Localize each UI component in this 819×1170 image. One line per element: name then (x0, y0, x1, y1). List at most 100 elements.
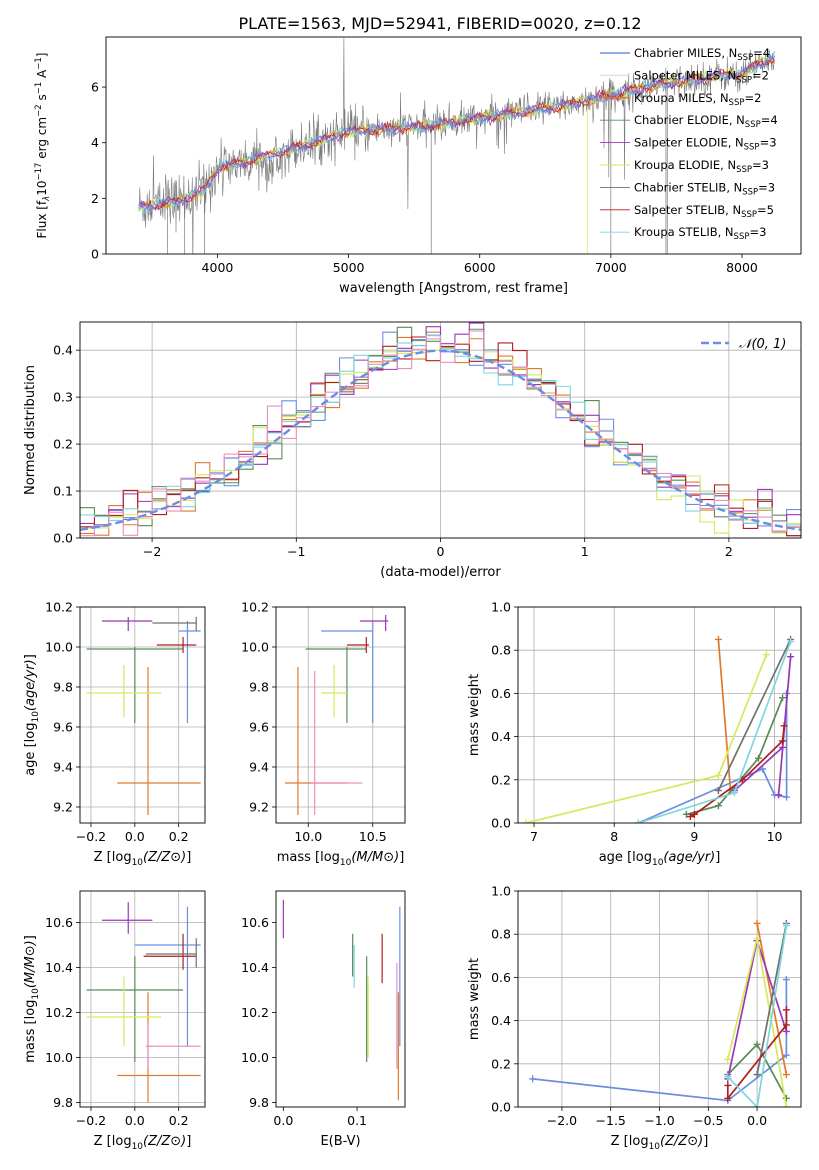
y-tick-label: 0.4 (491, 1013, 511, 1028)
y-axis-label: Flux [fλ10−17 erg cm−2 s−1 A−1] (34, 53, 52, 239)
weight-vs-metallicity-panel: −2.0 −1.5 −1.0 −0.5 0.0 0.0 0.2 0.4 0.6 0.8 1.0 Z [… (467, 884, 802, 1152)
weight-marker (686, 813, 694, 821)
weight-marker (775, 791, 783, 799)
axes-frame (517, 606, 802, 824)
x-tick-label: 0.0 (747, 1113, 767, 1128)
weight-line (525, 654, 768, 823)
x-tick-label: −2.0 (547, 1113, 577, 1128)
y-tick-label: 0.2 (491, 1056, 511, 1071)
histogram-series (80, 335, 801, 538)
x-tick-label: −0.5 (693, 1113, 723, 1128)
spectrum-panel: 4000 5000 6000 7000 8000 0 2 4 6 wavelength [Angs… (34, 36, 802, 296)
weight-marker (682, 810, 690, 818)
weight-marker (753, 935, 761, 943)
x-tick-label: 2 (725, 544, 733, 559)
plot-area (285, 615, 389, 815)
x-axis-label: Z [log10(Z/Z⊙)] (94, 1134, 192, 1152)
weight-marker (714, 802, 722, 810)
y-axis-label: mass [log10(M/M⊙)] (23, 935, 41, 1063)
weight-marker (783, 793, 791, 801)
y-tick-label: 10.2 (241, 1005, 269, 1020)
x-axis-label: Z [log10(Z/Z⊙)] (611, 1134, 709, 1152)
y-tick-label: 0.2 (491, 772, 511, 787)
y-tick-label: 0.4 (53, 343, 73, 358)
x-tick-label: −2 (143, 544, 161, 559)
axes-frame (275, 606, 406, 824)
weight-line (726, 1009, 788, 1101)
weight-marker (753, 1071, 761, 1079)
mass-vs-extinction-panel: 0.0 0.1 9.8 10.0 10.2 10.4 10.6 E(B-V) (241, 890, 406, 1149)
x-tick-label: 10.5 (359, 829, 387, 844)
y-tick-label: 9.2 (249, 800, 269, 815)
weight-marker (724, 1081, 732, 1089)
axes-frame (517, 890, 802, 1108)
legend-label: Salpeter STELIB, NSSP=5 (634, 203, 774, 220)
x-tick-label: 10 (767, 829, 783, 844)
weight-marker (779, 737, 787, 745)
weight-marker (782, 1021, 790, 1029)
axes-frame (105, 36, 802, 255)
legend-label: Kroupa MILES, NSSP=2 (634, 91, 761, 108)
plot-area (80, 322, 801, 538)
legend-label: Kroupa STELIB, NSSP=3 (634, 225, 766, 242)
x-tick-label: 0 (437, 544, 445, 559)
weight-marker (753, 1040, 761, 1048)
weight-marker (759, 765, 767, 773)
y-axis-label: mass weight (467, 674, 482, 756)
plot-area (529, 919, 790, 1107)
weight-marker (782, 1027, 790, 1035)
weight-marker (522, 819, 530, 823)
legend-label: Chabrier ELODIE, NSSP=4 (634, 113, 778, 130)
weight-marker (529, 1075, 537, 1083)
weight-line (717, 639, 732, 791)
weight-marker (782, 1051, 790, 1059)
x-tick-label: 0.0 (125, 1113, 145, 1128)
weight-marker (755, 754, 763, 762)
model-spectrum (138, 55, 775, 211)
y-tick-label: 10.0 (45, 1050, 73, 1065)
plot-area (86, 617, 201, 815)
weight-marker (753, 919, 761, 927)
weight-marker (690, 810, 698, 818)
y-tick-label: 10.0 (241, 640, 269, 655)
y-tick-label: 0.3 (53, 390, 73, 405)
weight-marker (714, 635, 722, 643)
weight-marker (782, 1006, 790, 1014)
y-tick-label: 0.6 (491, 970, 511, 985)
y-tick-label: 1.0 (491, 884, 511, 899)
x-tick-label: 0.0 (273, 1113, 293, 1128)
y-tick-label: 0.6 (491, 686, 511, 701)
x-axis-label: E(B-V) (320, 1134, 360, 1149)
weight-line (638, 641, 792, 823)
y-tick-label: 10.6 (241, 915, 269, 930)
weight-marker (763, 651, 771, 659)
y-tick-label: 10.2 (45, 1005, 73, 1020)
x-tick-label: 4000 (202, 260, 234, 275)
weight-vs-age-panel: 7 8 9 10 0.0 0.2 0.4 0.6 0.8 1.0 age [log10(age/yr… (467, 600, 802, 868)
x-tick-label: 10.0 (294, 829, 322, 844)
x-axis-label: Z [log10(Z/Z⊙)] (94, 850, 192, 868)
x-tick-label: 0.0 (125, 829, 145, 844)
legend-label: 𝒩(0, 1) (739, 337, 786, 352)
axes-frame (79, 606, 206, 824)
y-tick-label: 9.8 (53, 1095, 73, 1110)
weight-marker (730, 789, 738, 797)
y-tick-label: 10.0 (241, 1050, 269, 1065)
y-axis-label: age [log10(age/yr)] (23, 654, 41, 776)
weight-line (717, 639, 792, 791)
y-tick-label: 1.0 (491, 600, 511, 615)
figure-title: PLATE=1563, MJD=52941, FIBERID=0020, z=0… (238, 14, 641, 33)
x-tick-label: 0.2 (169, 829, 189, 844)
y-tick-label: 9.4 (249, 760, 269, 775)
y-tick-label: 0.0 (491, 816, 511, 831)
x-tick-label: 8000 (726, 260, 758, 275)
x-tick-label: −1.5 (596, 1113, 626, 1128)
age-vs-mass-panel: 10.0 10.5 9.2 9.4 9.6 9.8 10.0 10.2 mass [log10(… (241, 600, 406, 868)
x-axis-label: (data-model)/error (380, 565, 501, 580)
legend-label: Chabrier STELIB, NSSP=3 (634, 180, 775, 197)
weight-marker (714, 787, 722, 795)
weight-marker (787, 653, 795, 661)
plot-area (522, 635, 795, 823)
y-tick-label: 0.0 (491, 1100, 511, 1115)
residuals-panel: −2 −1 0 1 2 0.0 0.1 0.2 0.3 0.4 (data-model)/error… (23, 321, 802, 580)
